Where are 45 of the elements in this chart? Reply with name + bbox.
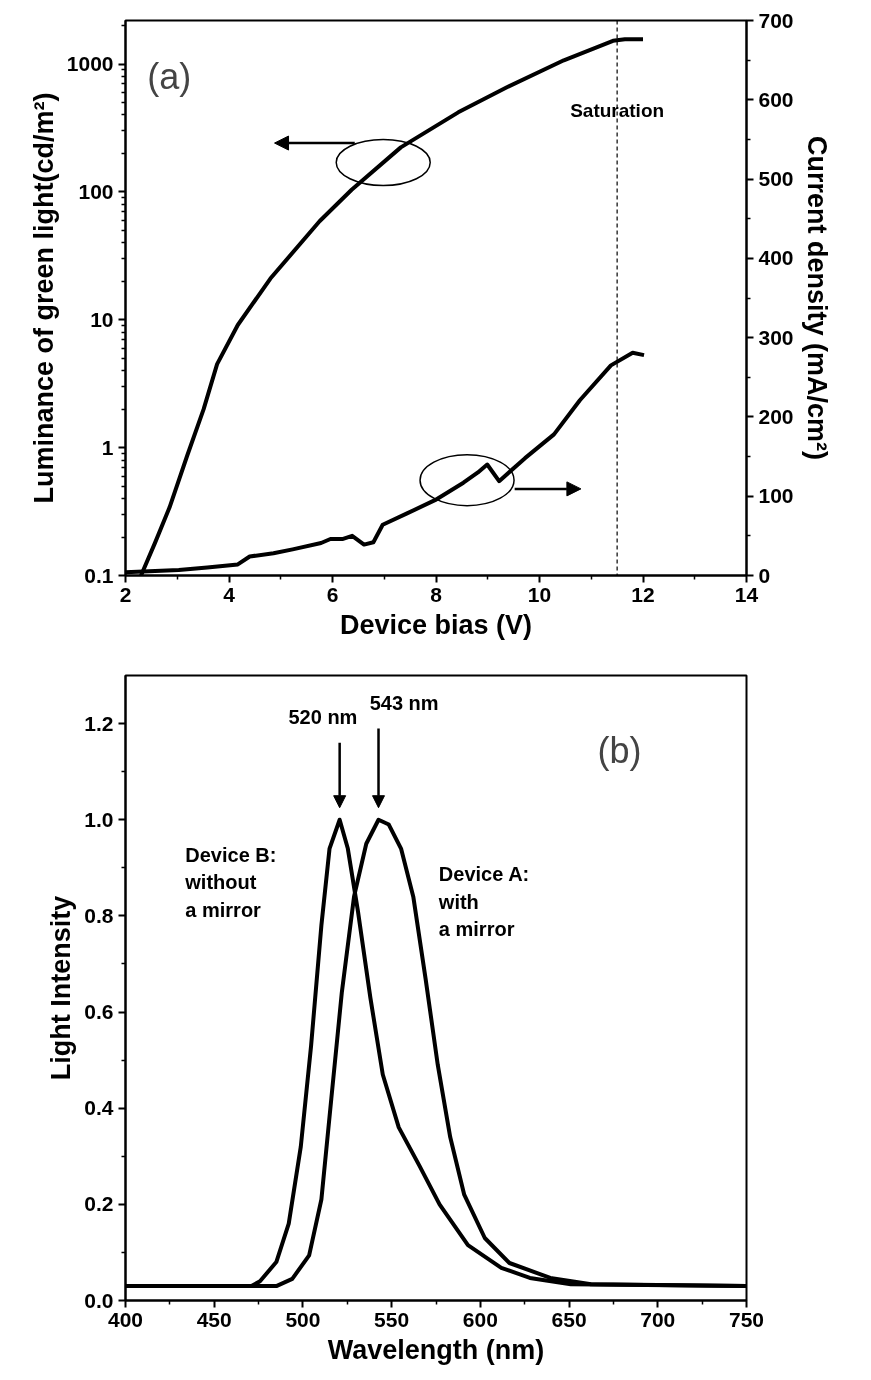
- annotation: (b): [597, 730, 642, 771]
- annotation: 520 nm: [288, 706, 358, 729]
- y2-tick-label: 600: [758, 87, 794, 111]
- y2-tick-label: 300: [758, 325, 794, 349]
- y2-tick-label: 100: [758, 484, 794, 508]
- x-tick-label: 14: [734, 582, 759, 606]
- x-tick-label: 650: [551, 1307, 587, 1331]
- y2-tick-label: 0: [758, 563, 771, 587]
- y-tick-label: 1000: [66, 52, 114, 76]
- x-tick-label: 550: [374, 1307, 410, 1331]
- y2-tick-label: 200: [758, 404, 794, 428]
- y-tick-label: 10: [90, 307, 114, 331]
- y-tick-label: 100: [78, 179, 114, 203]
- y-axis-title: Light Intensity: [46, 895, 77, 1081]
- y2-tick-label: 400: [758, 246, 794, 270]
- y-tick-label: 1.0: [84, 807, 114, 831]
- y2-tick-label: 700: [758, 8, 794, 32]
- y-tick-label: 0.6: [84, 1000, 114, 1024]
- y-tick-label: 0.2: [84, 1192, 114, 1216]
- annotation: (a): [147, 55, 192, 97]
- y-tick-label: 1.2: [84, 711, 114, 735]
- x-tick-label: 10: [527, 582, 552, 606]
- annotation: 543 nm: [369, 691, 439, 714]
- y-tick-label: 0.1: [84, 563, 114, 587]
- x-tick-label: 8: [430, 582, 443, 606]
- x-tick-label: 450: [196, 1307, 232, 1331]
- y2-axis-title: Current density (mA/cm²): [801, 135, 832, 461]
- ref-line-label: Saturation: [570, 100, 665, 121]
- y-tick-label: 1: [101, 435, 114, 459]
- x-tick-label: 4: [223, 582, 236, 606]
- x-tick-label: 2: [119, 582, 132, 606]
- x-tick-label: 12: [631, 582, 655, 606]
- x-tick-label: 600: [462, 1307, 498, 1331]
- text: Device B: without a mirror: [184, 843, 277, 921]
- y2-tick-label: 500: [758, 167, 794, 191]
- x-axis-title: Wavelength (nm): [327, 1334, 545, 1365]
- y-tick-label: 0.4: [84, 1096, 114, 1120]
- x-axis-title: Device bias (V): [339, 609, 533, 640]
- y-axis-title: Luminance of green light(cd/m²): [28, 92, 59, 504]
- x-tick-label: 500: [285, 1307, 321, 1331]
- y-tick-label: 0.8: [84, 903, 114, 927]
- x-tick-label: 6: [326, 582, 339, 606]
- x-tick-label: 700: [640, 1307, 676, 1331]
- series-label: Device A: with a mirror: [437, 863, 530, 940]
- x-tick-label: 750: [728, 1307, 765, 1331]
